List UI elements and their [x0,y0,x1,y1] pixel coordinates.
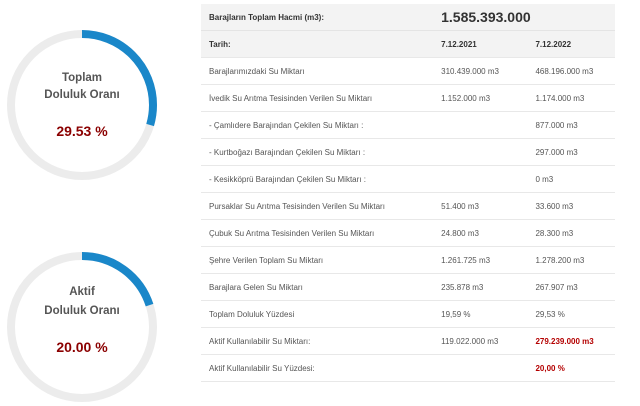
row-value-2021: 235.878 m3 [433,273,528,301]
row-value-2022: 877.000 m3 [527,111,615,139]
gauge-progress-arc [7,30,157,180]
table-header-row: Barajların Toplam Hacmi (m3): 1.585.393.… [201,4,615,31]
table-row: Aktif Kullanılabilir Su Yüzdesi: 20,00 % [201,354,615,382]
row-value-2022: 1.174.000 m3 [527,84,615,112]
row-value-2022: 29,53 % [527,300,615,328]
row-value-2021: 310.439.000 m3 [433,57,528,85]
row-label: - Kurtboğazı Barajından Çekilen Su Mikta… [201,138,434,166]
gauge-progress-arc [7,252,157,402]
table-row: Çubuk Su Arıtma Tesisinden Verilen Su Mi… [201,219,615,247]
date-column-2022: 7.12.2022 [527,30,615,58]
total-volume-label: Barajların Toplam Hacmi (m3): [201,4,434,31]
row-value-2022: 28.300 m3 [527,219,615,247]
row-label: - Kesikköprü Barajından Çekilen Su Mikta… [201,165,434,193]
table-row: - Kesikköprü Barajından Çekilen Su Mikta… [201,165,615,193]
row-value-2022: 33.600 m3 [527,192,615,220]
row-value-2022: 267.907 m3 [527,273,615,301]
date-header-row: Tarih: 7.12.2021 7.12.2022 [201,30,615,58]
row-label: Çubuk Su Arıtma Tesisinden Verilen Su Mi… [201,219,434,247]
row-value-2022: 279.239.000 m3 [527,327,615,355]
table-row: - Kurtboğazı Barajından Çekilen Su Mikta… [201,138,615,166]
date-label: Tarih: [201,30,434,58]
row-label: Barajlara Gelen Su Miktarı [201,273,434,301]
row-value-2021: 1.261.725 m3 [433,246,528,274]
table-row: Barajlarımızdaki Su Miktarı 310.439.000 m… [201,57,615,85]
gauge-value: 29.53 % [56,123,108,139]
date-column-2021: 7.12.2021 [433,30,528,58]
row-value-2021: 51.400 m3 [433,192,528,220]
row-value-2021 [433,354,528,382]
row-label: Toplam Doluluk Yüzdesi [201,300,434,328]
table-row: Toplam Doluluk Yüzdesi 19,59 % 29,53 % [201,300,615,328]
row-value-2022: 297.000 m3 [527,138,615,166]
row-value-2021: 24.800 m3 [433,219,528,247]
row-label: - Çamlıdere Barajından Çekilen Su Miktar… [201,111,434,139]
row-value-2021 [433,138,528,166]
total-volume-value: 1.585.393.000 [433,4,615,31]
table-row: Pursaklar Su Arıtma Tesisinden Verilen S… [201,192,615,220]
active-fill-gauge-ring [7,252,157,402]
row-value-2022: 20,00 % [527,354,615,382]
dam-statistics-table: Barajların Toplam Hacmi (m3): 1.585.393.… [201,4,615,382]
row-label: Aktif Kullanılabilir Su Yüzdesi: [201,354,434,382]
row-value-2021: 1.152.000 m3 [433,84,528,112]
gauge-label-line2: Doluluk Oranı [44,89,120,101]
table-row: Şehre Verilen Toplam Su Miktarı 1.261.725… [201,246,615,274]
table-row: Barajlara Gelen Su Miktarı 235.878 m3 267.… [201,273,615,301]
row-label: Şehre Verilen Toplam Su Miktarı [201,246,434,274]
table-row: Aktif Kullanılabilir Su Miktarı: 119.022.… [201,327,615,355]
table-row: - Çamlıdere Barajından Çekilen Su Miktar… [201,111,615,139]
total-fill-gauge: Toplam Doluluk Oranı 29.53 % [6,29,158,181]
gauge-value: 20.00 % [56,339,108,355]
active-fill-gauge: Aktif Doluluk Oranı 20.00 % [6,251,158,403]
row-label: Barajlarımızdaki Su Miktarı [201,57,434,85]
row-label: İvedik Su Arıtma Tesisinden Verilen Su M… [201,84,434,112]
row-value-2021 [433,111,528,139]
row-label: Aktif Kullanılabilir Su Miktarı: [201,327,434,355]
row-value-2022: 0 m3 [527,165,615,193]
row-value-2021: 119.022.000 m3 [433,327,528,355]
table-row: İvedik Su Arıtma Tesisinden Verilen Su M… [201,84,615,112]
gauge-label-line2: Doluluk Oranı [44,305,120,317]
total-fill-gauge-ring [7,30,157,180]
gauge-label-line1: Aktif [69,286,95,298]
row-value-2021: 19,59 % [433,300,528,328]
row-value-2021 [433,165,528,193]
row-label: Pursaklar Su Arıtma Tesisinden Verilen S… [201,192,434,220]
row-value-2022: 468.196.000 m3 [527,57,615,85]
gauge-label-line1: Toplam [61,72,103,84]
row-value-2022: 1.278.200 m3 [527,246,615,274]
